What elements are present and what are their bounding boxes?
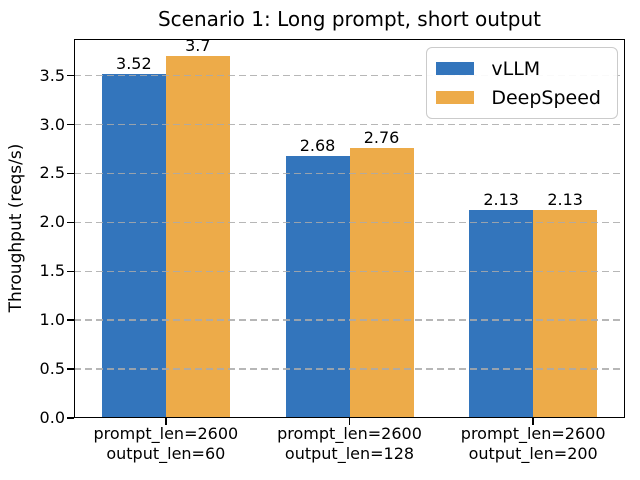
- y-tick-label: 2.5: [39, 163, 65, 183]
- legend-label: vLLM: [491, 57, 541, 80]
- y-tick-label: 0.5: [39, 359, 65, 379]
- y-tick-mark: [67, 417, 74, 419]
- x-tick-mark: [532, 418, 534, 425]
- gridline-y-0.5: [74, 368, 625, 370]
- y-tick-mark: [67, 74, 74, 77]
- y-tick-label: 2.0: [39, 212, 65, 232]
- gridline-y-3: [74, 123, 625, 126]
- legend: vLLM DeepSpeed: [426, 47, 618, 119]
- y-tick-mark: [67, 270, 74, 273]
- bar-value-label: 3.52: [116, 53, 152, 73]
- y-tick-mark: [67, 123, 74, 126]
- y-tick-label: 3.5: [39, 65, 65, 85]
- gridline-y-3.5: [74, 74, 625, 77]
- bar-deepspeed-group3: [533, 209, 598, 418]
- bar-deepspeed-group2: [349, 148, 414, 418]
- legend-item-deepspeed: DeepSpeed: [436, 86, 601, 109]
- bar-value-label: 3.7: [185, 36, 211, 56]
- y-tick-label: 1.5: [39, 261, 65, 281]
- bar-value-label: 2.76: [363, 128, 400, 148]
- plot-area: 3.52 2.68 2.13 3.7 2.76 2.13 vLLM DeepSpeed: [74, 36, 625, 418]
- legend-label: DeepSpeed: [491, 86, 601, 109]
- y-tick-label: 0.0: [39, 408, 65, 427]
- legend-swatch-vllm: [436, 62, 475, 75]
- gridline-y-2: [74, 221, 625, 224]
- bar-deepspeed-group1: [165, 56, 230, 418]
- y-tick-mark: [67, 221, 74, 224]
- y-tick-label: 3.0: [39, 114, 65, 134]
- bar-vllm-group1: [101, 73, 166, 418]
- gridline-y-1.5: [74, 270, 625, 272]
- x-tick-mark: [348, 418, 351, 425]
- chart-title: Scenario 1: Long prompt, short output: [157, 7, 542, 31]
- y-tick-mark: [67, 172, 74, 175]
- x-tick-label-group1: prompt_len=2600 output_len=60: [93, 424, 239, 463]
- legend-item-vllm: vLLM: [436, 57, 601, 80]
- bar-vllm-group2: [285, 155, 350, 418]
- legend-swatch-deepspeed: [436, 91, 475, 104]
- y-tick-mark: [67, 368, 74, 370]
- x-tick-label-group3: prompt_len=2600 output_len=200: [460, 424, 606, 463]
- gridline-y-1: [74, 319, 625, 321]
- y-tick-label: 1.0: [39, 310, 65, 330]
- x-tick-mark: [165, 418, 167, 425]
- bar-value-label: 2.68: [299, 135, 336, 155]
- gridline-y-2.5: [74, 172, 625, 175]
- bar-vllm-group3: [469, 209, 534, 418]
- y-tick-mark: [67, 319, 74, 321]
- x-tick-label-group2: prompt_len=2600 output_len=128: [277, 424, 422, 463]
- bar-value-label: 2.13: [483, 189, 519, 209]
- bar-value-label: 2.13: [547, 189, 583, 209]
